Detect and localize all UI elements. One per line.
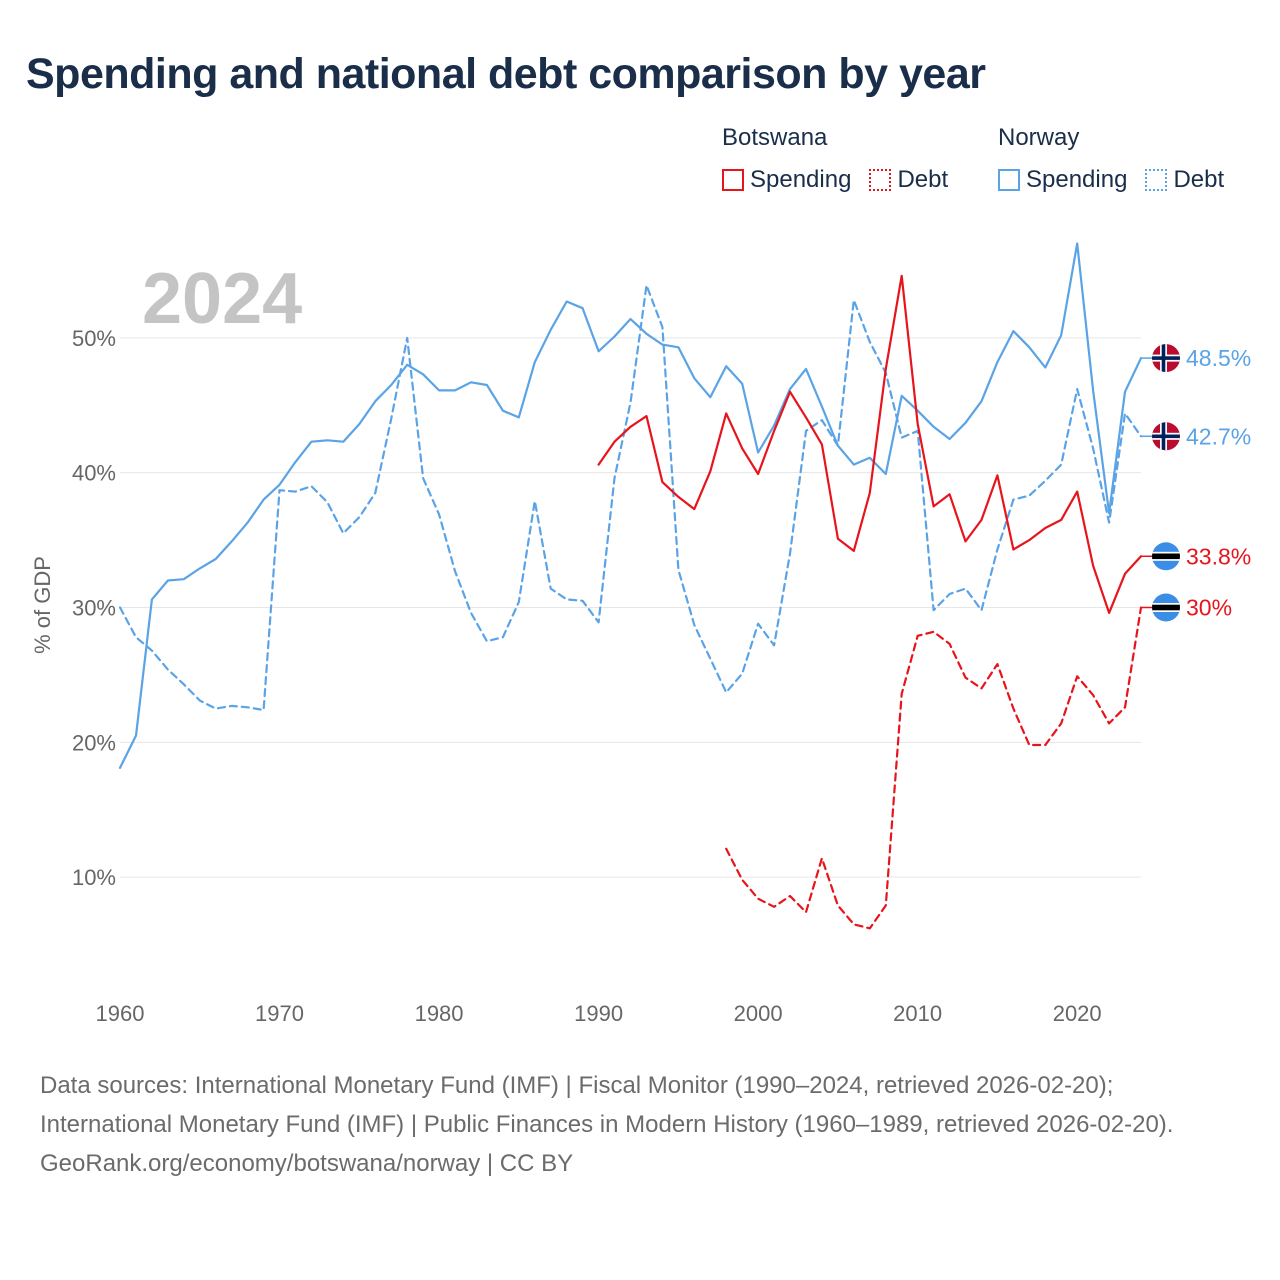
flag-blue-h: [1152, 434, 1180, 439]
end-label-norway-spending: 48.5%: [1186, 345, 1251, 371]
legend-swatch-dotted-icon: [1145, 169, 1168, 191]
end-label-botswana-debt: 30%: [1186, 595, 1232, 621]
x-tick-label: 1970: [255, 1001, 304, 1026]
legend-group-norway: Norway Spending Debt: [998, 124, 1224, 194]
y-tick-label: 40%: [72, 461, 116, 486]
end-label-botswana-spending: 33.8%: [1186, 543, 1251, 569]
norway-flag-icon: [1152, 344, 1180, 373]
line-chart: 10% 20% 30% 40% 50% 1960 1970 1980 1990 2000 2010…: [30, 242, 1251, 1026]
y-axis-title: % of GDP: [30, 556, 55, 654]
flag-blue-v: [1161, 422, 1166, 451]
y-tick-label: 20%: [72, 730, 116, 755]
series-line-botswana-spending: [597, 274, 1143, 615]
norway-flag-icon: [1152, 422, 1180, 451]
flag-fill: [1152, 593, 1180, 622]
botswana-flag-icon: [1152, 542, 1180, 571]
legend-item-norway-spending[interactable]: Spending: [998, 166, 1127, 194]
x-tick-label: 1990: [574, 1001, 623, 1026]
x-tick-label: 1980: [415, 1001, 464, 1026]
legend-group-name: Norway: [998, 124, 1080, 151]
flag-fill: [1152, 422, 1180, 451]
legend-item-norway-debt[interactable]: Debt: [1145, 166, 1224, 194]
flag-blue-h: [1152, 356, 1180, 360]
end-label-norway-debt: 42.7%: [1186, 423, 1251, 449]
flag-black: [1152, 553, 1180, 560]
x-tick-label: 2020: [1053, 1001, 1102, 1026]
gridlines: [120, 337, 1141, 878]
data-sources: Data sources: International Monetary Fun…: [40, 1072, 1174, 1138]
series-lines: [118, 242, 1143, 930]
chart-title: Spending and national debt comparison by…: [26, 50, 986, 98]
x-tick-label: 1960: [96, 1001, 145, 1026]
series-line-botswana-debt: [725, 606, 1143, 930]
legend-swatch-dotted-icon: [869, 169, 892, 191]
legend-item-botswana-debt[interactable]: Debt: [869, 166, 948, 194]
legend-swatch-solid-icon: [722, 169, 744, 191]
y-tick-label: 10%: [72, 865, 116, 890]
credit: GeoRank.org/economy/botswana/norway | CC…: [40, 1150, 574, 1177]
legend-swatch-solid-icon: [998, 169, 1020, 191]
footer: Data sources: International Monetary Fun…: [40, 1066, 1240, 1183]
legend-label: Spending: [1026, 166, 1128, 193]
legend-label: Debt: [897, 166, 949, 193]
series-line-norway-debt: [118, 284, 1143, 712]
flag-blue-v: [1161, 344, 1166, 373]
legend-item-botswana-spending[interactable]: Spending: [722, 166, 851, 194]
botswana-flag-icon: [1152, 593, 1180, 622]
y-tick-label: 50%: [72, 326, 116, 351]
legend-label: Debt: [1173, 166, 1225, 193]
y-tick-label: 30%: [72, 596, 116, 621]
series-line-norway-spending: [118, 242, 1143, 770]
flag-black: [1152, 604, 1180, 611]
year-label: 2024: [142, 259, 302, 339]
x-tick-label: 2000: [734, 1001, 783, 1026]
legend-label: Spending: [750, 166, 852, 193]
x-tick-label: 2010: [893, 1001, 942, 1026]
flag-fill: [1152, 344, 1180, 373]
end-labels: 48.5% 42.7% 33.8% 30%: [1141, 344, 1251, 622]
x-axis: 1960 1970 1980 1990 2000 2010 2020: [96, 1001, 1102, 1026]
legend-group-botswana: Botswana Spending Debt: [722, 124, 948, 194]
flag-fill: [1152, 542, 1180, 571]
y-axis: 10% 20% 30% 40% 50%: [72, 326, 116, 890]
legend-group-name: Botswana: [722, 124, 828, 151]
